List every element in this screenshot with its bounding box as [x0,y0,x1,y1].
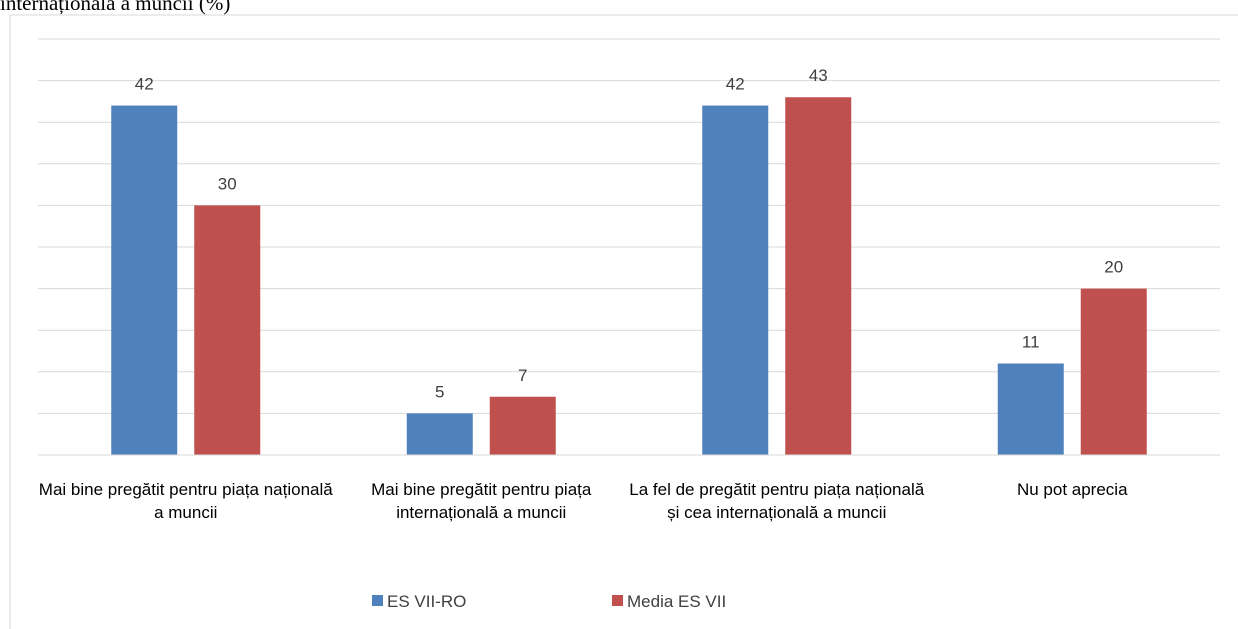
data-label: 7 [518,366,527,385]
bar [997,363,1064,455]
x-tick-label: Mai bine pregătit pentru piața națională… [38,480,333,522]
x-tick-label: Nu pot aprecia [1016,480,1128,499]
x-tick-label: Mai bine pregătit pentru piața internați… [371,480,592,522]
data-label: 5 [435,382,444,401]
bar [406,413,473,455]
legend-label: Media ES VII [627,592,726,611]
bar [111,105,178,455]
data-label: 11 [1022,332,1040,351]
bar [702,105,769,455]
legend-swatch [612,595,623,606]
data-label: 42 [135,75,154,94]
legend-swatch [372,595,383,606]
legend-label: ES VII-RO [387,592,466,611]
chart-title: internațională a muncii (%) [0,0,230,15]
bar [194,205,261,455]
bar [1080,288,1147,455]
bar [785,97,852,456]
data-label: 42 [726,75,745,94]
x-tick-label: La fel de pregătit pentru piața național… [629,480,925,522]
bar [489,396,556,455]
data-label: 43 [809,66,828,85]
data-label: 30 [218,174,237,193]
data-label: 20 [1104,258,1123,277]
